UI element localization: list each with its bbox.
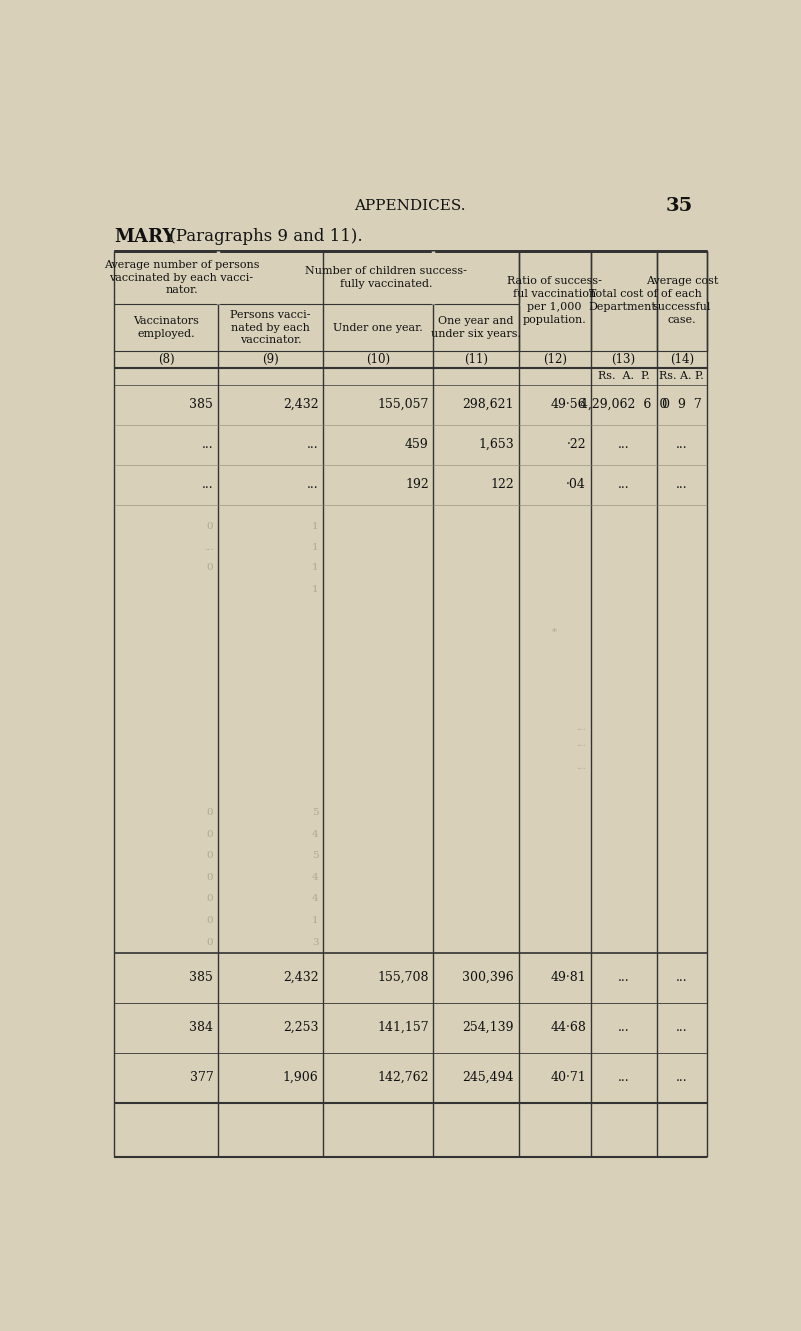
Text: 4,29,062  6  0: 4,29,062 6 0 <box>580 398 667 411</box>
Text: Under one year.: Under one year. <box>333 322 423 333</box>
Text: Vaccinators
employed.: Vaccinators employed. <box>133 317 199 339</box>
Text: 0: 0 <box>207 563 213 572</box>
Text: 298,621: 298,621 <box>462 398 514 411</box>
Text: 4: 4 <box>312 873 319 882</box>
Text: (9): (9) <box>262 353 279 366</box>
Text: 0  9  7: 0 9 7 <box>662 398 702 411</box>
Text: 385: 385 <box>189 398 213 411</box>
Text: 155,708: 155,708 <box>377 970 429 984</box>
Text: ...: ... <box>576 739 586 748</box>
Text: 0: 0 <box>207 808 213 817</box>
Text: Persons vacci-
nated by each
vaccinator.: Persons vacci- nated by each vaccinator. <box>231 310 311 345</box>
Text: 0: 0 <box>207 894 213 904</box>
Text: 44·68: 44·68 <box>550 1021 586 1034</box>
Text: 122: 122 <box>490 478 514 491</box>
Text: (11): (11) <box>464 353 488 366</box>
Text: ...: ... <box>618 478 630 491</box>
Text: (13): (13) <box>612 353 636 366</box>
Text: 49·81: 49·81 <box>550 970 586 984</box>
Text: 300,396: 300,396 <box>462 970 514 984</box>
Text: ...: ... <box>307 438 319 451</box>
Text: 2,432: 2,432 <box>283 970 319 984</box>
Text: 1: 1 <box>312 584 319 594</box>
Text: ·04: ·04 <box>566 478 586 491</box>
Text: 2,432: 2,432 <box>283 398 319 411</box>
Text: Average number of persons
vaccinated by each vacci-
nator.: Average number of persons vaccinated by … <box>104 260 260 295</box>
Text: Total cost of
Department.: Total cost of Department. <box>588 289 659 311</box>
Text: 0: 0 <box>207 937 213 946</box>
Text: 142,762: 142,762 <box>377 1071 429 1083</box>
Text: 5: 5 <box>312 808 319 817</box>
Text: (10): (10) <box>366 353 390 366</box>
Text: ...: ... <box>202 478 213 491</box>
Text: 49·56: 49·56 <box>550 398 586 411</box>
Text: ...: ... <box>676 970 687 984</box>
Text: MARY: MARY <box>114 228 175 246</box>
Text: ...: ... <box>618 970 630 984</box>
Text: (8): (8) <box>158 353 175 366</box>
Text: ...: ... <box>202 438 213 451</box>
Text: ...: ... <box>576 724 586 732</box>
Text: ...: ... <box>618 438 630 451</box>
Text: Rs.  A.  P.: Rs. A. P. <box>598 371 650 381</box>
Text: 40·71: 40·71 <box>550 1071 586 1083</box>
Text: 35: 35 <box>666 197 693 214</box>
Text: Number of children success-
fully vaccinated.: Number of children success- fully vaccin… <box>305 266 467 289</box>
Text: 4: 4 <box>312 894 319 904</box>
Text: ...: ... <box>676 438 687 451</box>
Text: 0: 0 <box>207 916 213 925</box>
Text: 0: 0 <box>207 829 213 839</box>
Text: ...: ... <box>676 1021 687 1034</box>
Text: 1: 1 <box>312 543 319 551</box>
Text: One year and
under six years.: One year and under six years. <box>431 317 521 339</box>
Text: Ratio of success-
ful vaccination
per 1,000
population.: Ratio of success- ful vaccination per 1,… <box>507 277 602 325</box>
Text: 385: 385 <box>189 970 213 984</box>
Text: (14): (14) <box>670 353 694 366</box>
Text: 155,057: 155,057 <box>377 398 429 411</box>
Text: 5: 5 <box>312 852 319 860</box>
Text: ...: ... <box>576 761 586 771</box>
Text: 192: 192 <box>405 478 429 491</box>
Text: ...: ... <box>203 543 213 551</box>
Text: APPENDICES.: APPENDICES. <box>354 198 466 213</box>
Text: 1,906: 1,906 <box>283 1071 319 1083</box>
Text: 384: 384 <box>189 1021 213 1034</box>
Text: 2,253: 2,253 <box>284 1021 319 1034</box>
Text: ...: ... <box>676 478 687 491</box>
Text: ...: ... <box>618 1021 630 1034</box>
Text: ...: ... <box>618 1071 630 1083</box>
Text: 254,139: 254,139 <box>462 1021 514 1034</box>
Text: Rs. A. P.: Rs. A. P. <box>659 371 704 381</box>
Text: (Paragraphs 9 and 11).: (Paragraphs 9 and 11). <box>163 228 362 245</box>
Text: 1: 1 <box>312 563 319 572</box>
Text: ...: ... <box>307 478 319 491</box>
Text: 1,653: 1,653 <box>478 438 514 451</box>
Text: 459: 459 <box>405 438 429 451</box>
Text: 1: 1 <box>312 522 319 531</box>
Text: 377: 377 <box>190 1071 213 1083</box>
Text: 141,157: 141,157 <box>377 1021 429 1034</box>
Text: 3: 3 <box>312 937 319 946</box>
Text: ·22: ·22 <box>566 438 586 451</box>
Text: 0: 0 <box>207 852 213 860</box>
Text: ...: ... <box>676 1071 687 1083</box>
Text: 0: 0 <box>207 522 213 531</box>
Text: 245,494: 245,494 <box>462 1071 514 1083</box>
Text: Average cost
of each
successful
case.: Average cost of each successful case. <box>646 277 718 325</box>
Text: 4: 4 <box>312 829 319 839</box>
Text: 0: 0 <box>207 873 213 882</box>
Text: (12): (12) <box>542 353 566 366</box>
Text: 1: 1 <box>312 916 319 925</box>
Text: *: * <box>552 627 557 636</box>
